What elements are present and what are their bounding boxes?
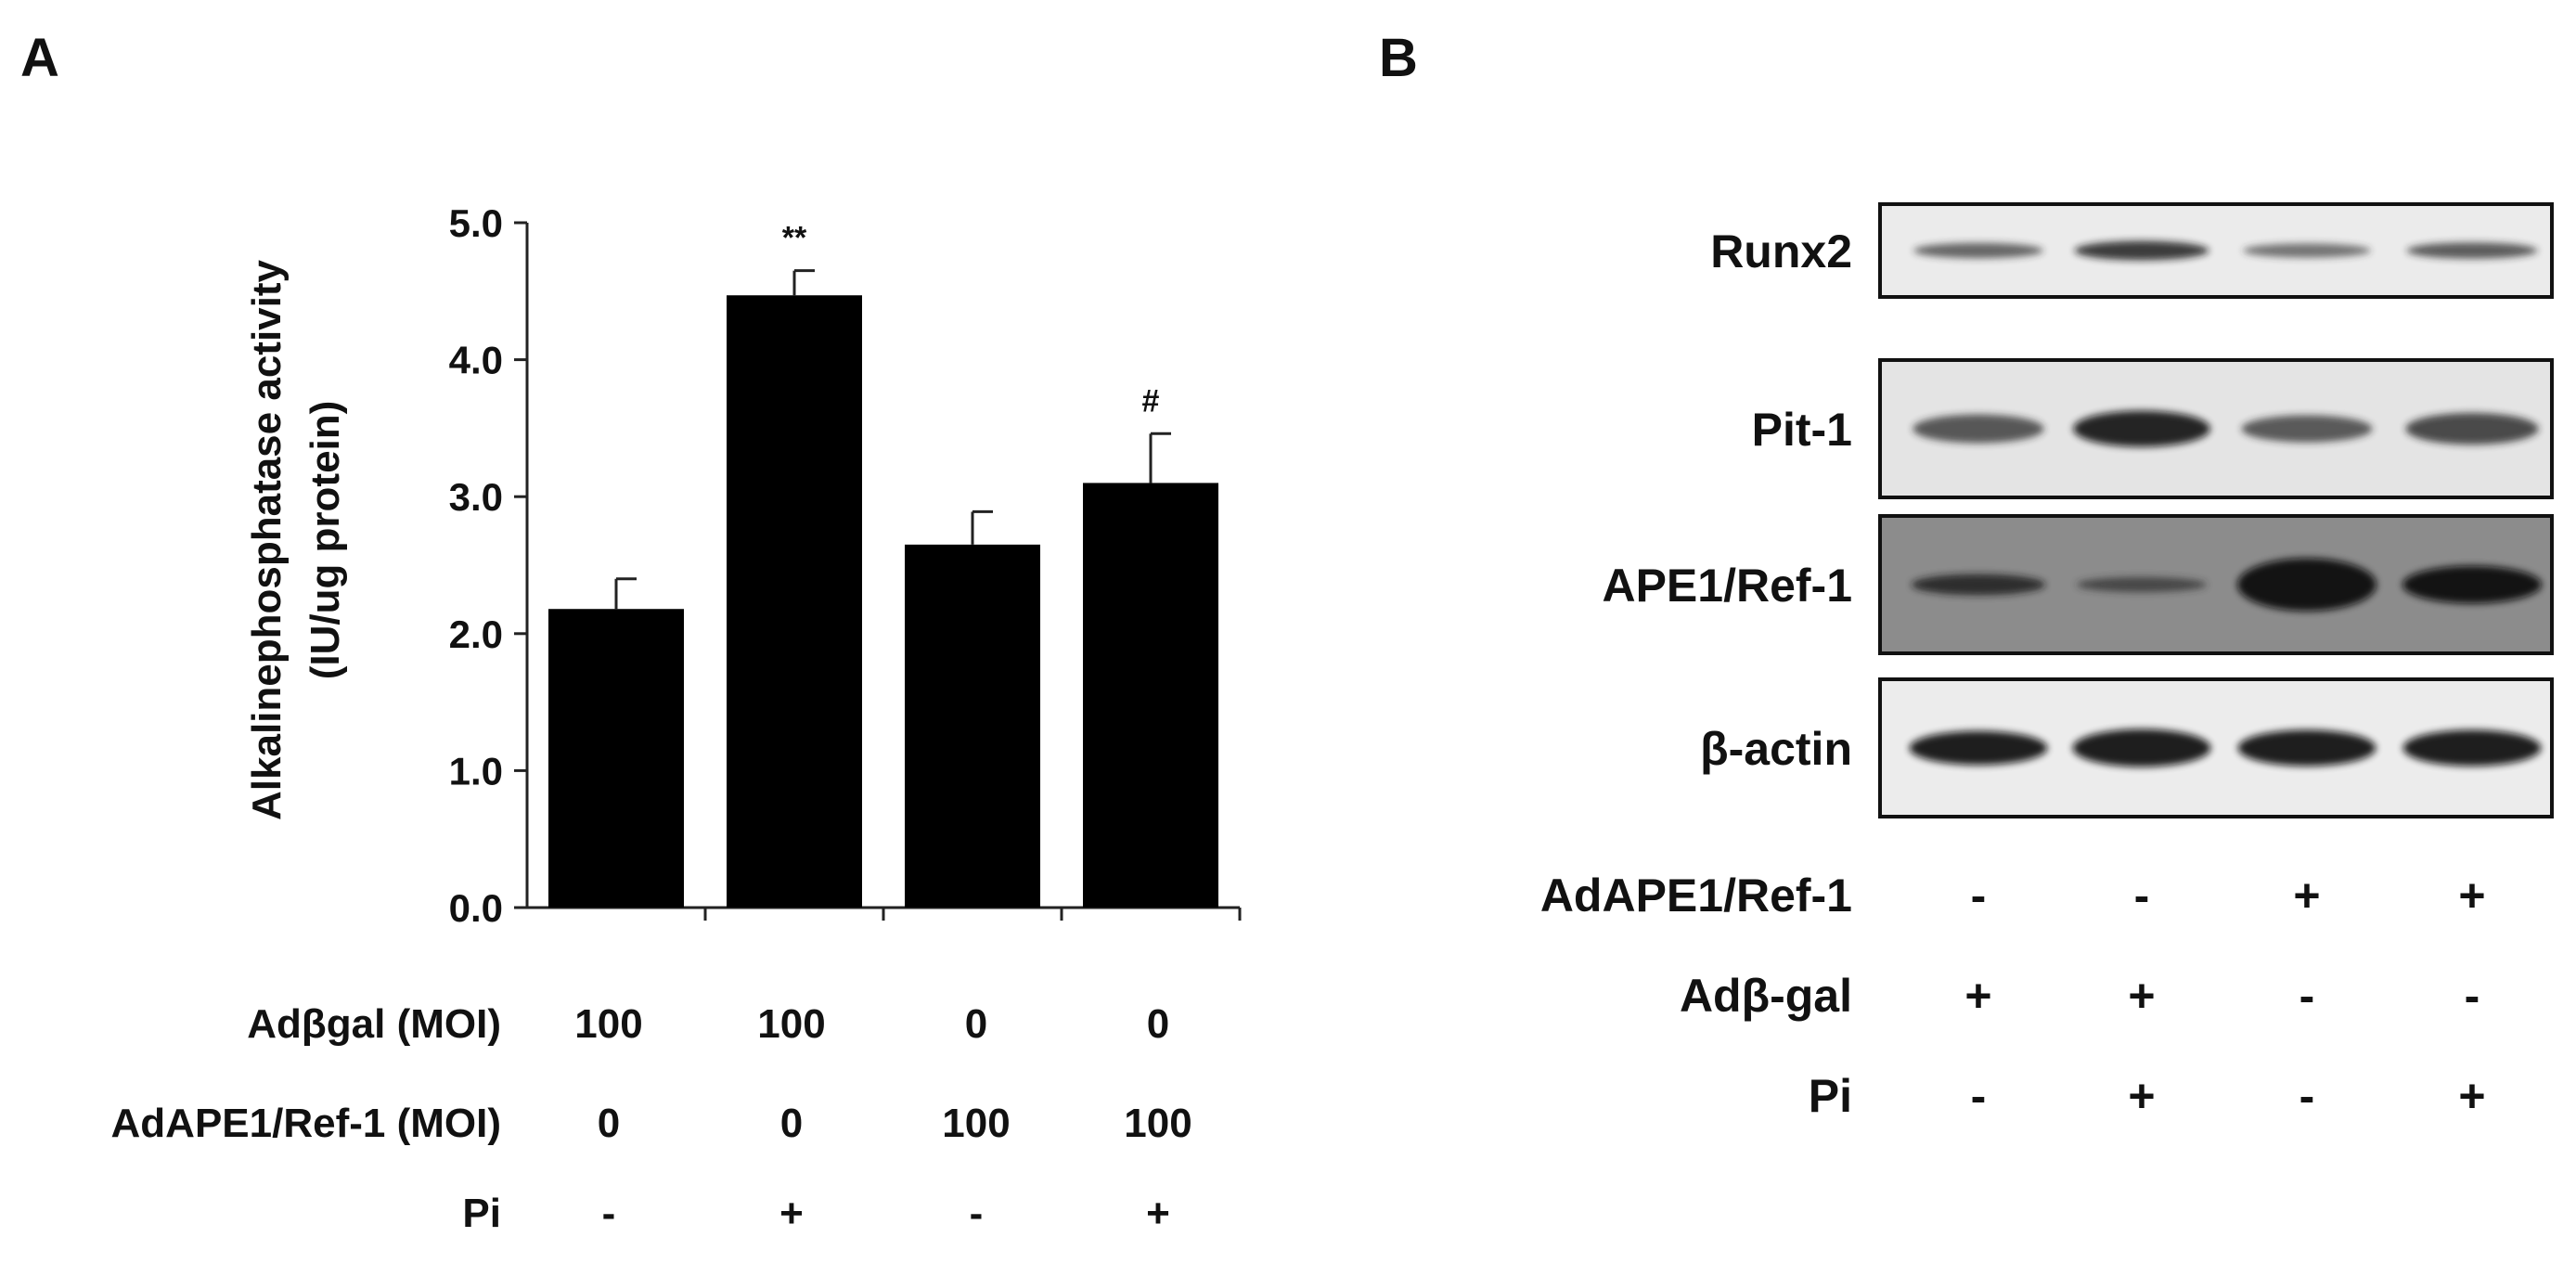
treatment-value: -: [2134, 870, 2150, 921]
treatment-value: 100: [574, 1001, 642, 1047]
blot-band: [1913, 414, 2044, 444]
treatment-label: AdAPE1/Ref-1 (MOI): [111, 1101, 501, 1146]
treatment-value: 100: [757, 1001, 825, 1047]
blot-band: [2241, 415, 2373, 443]
treatment-label: Adβ-gal: [1680, 970, 1852, 1022]
treatment-value: 0: [965, 1001, 987, 1047]
blot-band: [2074, 240, 2209, 261]
treatment-value: 100: [942, 1101, 1010, 1146]
treatment-label: Pi: [1809, 1070, 1852, 1122]
bar: [727, 295, 862, 908]
blot-band: [2237, 558, 2376, 612]
y-tick-label: 0.0: [449, 886, 503, 930]
western-blot-panels: Runx2 Pit-1 APE1/Ref-1 β-actin: [1602, 202, 2554, 818]
bar: [1083, 483, 1218, 908]
blot-band: [2072, 728, 2211, 767]
treatment-value: -: [2299, 970, 2315, 1022]
treatment-label: Pi: [462, 1191, 501, 1236]
treatment-value: +: [2458, 1070, 2485, 1122]
y-tick-label: 4.0: [449, 339, 503, 382]
treatment-value: 0: [780, 1101, 803, 1146]
blot-band: [2243, 243, 2371, 258]
panel-a-label: A: [20, 28, 59, 88]
y-tick-label: 3.0: [449, 475, 503, 519]
y-tick-label: 5.0: [449, 201, 503, 245]
blot-band: [2073, 410, 2210, 447]
treatment-value: 100: [1124, 1101, 1191, 1146]
panel-b: B Runx2 Pit-1 APE1/Ref-1 β-actin AdAPE1/Ref…: [1379, 28, 2554, 1122]
blot-3: β-actin: [1700, 677, 2554, 818]
treatment-value: -: [970, 1191, 984, 1236]
blot-label: β-actin: [1700, 723, 1852, 775]
blot-band: [2402, 729, 2542, 767]
treatment-value: -: [1971, 870, 1987, 921]
treatment-value: +: [1964, 970, 1991, 1022]
blot-label: Pit-1: [1752, 404, 1852, 456]
blot-1: Pit-1: [1752, 358, 2554, 499]
blot-0: Runx2: [1710, 202, 2554, 299]
panel-a-treatment-table: Adβgal (MOI) 100 100 0 0 AdAPE1/Ref-1 (MOI) 0 0…: [111, 1001, 1192, 1236]
blot-band: [2077, 576, 2207, 593]
significance-mark: **: [782, 221, 807, 256]
significance-mark: #: [1142, 383, 1160, 419]
bar: [548, 609, 684, 908]
treatment-value: +: [779, 1191, 804, 1236]
treatment-value: +: [2458, 870, 2485, 921]
y-axis-label-line2: (IU/ug protein): [303, 401, 348, 680]
y-tick-label: 1.0: [449, 749, 503, 793]
treatment-value: +: [2128, 970, 2155, 1022]
blot-band: [2402, 565, 2542, 604]
treatment-value: 0: [1147, 1001, 1169, 1047]
treatment-value: +: [1146, 1191, 1170, 1236]
blot-band: [1909, 730, 2048, 766]
bar-chart: 0.0 1.0 2.0 3.0 4.0 5.0 ** #: [449, 201, 1242, 930]
blot-band: [1911, 574, 2046, 596]
panel-b-label: B: [1379, 28, 1418, 88]
treatment-label: AdAPE1/Ref-1: [1540, 870, 1852, 921]
blot-label: Runx2: [1710, 226, 1852, 277]
blot-band: [2405, 412, 2539, 445]
blot-band: [1913, 242, 2043, 259]
treatment-label: Adβgal (MOI): [247, 1001, 501, 1047]
blot-label: APE1/Ref-1: [1602, 560, 1852, 612]
treatment-value: 0: [598, 1101, 620, 1146]
bar: [905, 544, 1040, 908]
y-tick-label: 2.0: [449, 612, 503, 656]
panel-b-treatment-table: AdAPE1/Ref-1 - - + + Adβ-gal + + - - Pi - + - +: [1540, 870, 2486, 1122]
treatment-value: +: [2293, 870, 2320, 921]
y-axis-label-line1: Alkalinephosphatase activity: [244, 259, 290, 820]
panel-a: A Alkalinephosphatase activity (IU/ug pr…: [20, 28, 1242, 1236]
treatment-value: -: [602, 1191, 616, 1236]
blot-2: APE1/Ref-1: [1602, 514, 2554, 655]
treatment-value: -: [2299, 1070, 2315, 1122]
treatment-value: -: [1971, 1070, 1987, 1122]
blot-band: [2237, 729, 2376, 767]
treatment-value: +: [2128, 1070, 2155, 1122]
blot-band: [2406, 242, 2538, 259]
treatment-value: -: [2465, 970, 2480, 1022]
